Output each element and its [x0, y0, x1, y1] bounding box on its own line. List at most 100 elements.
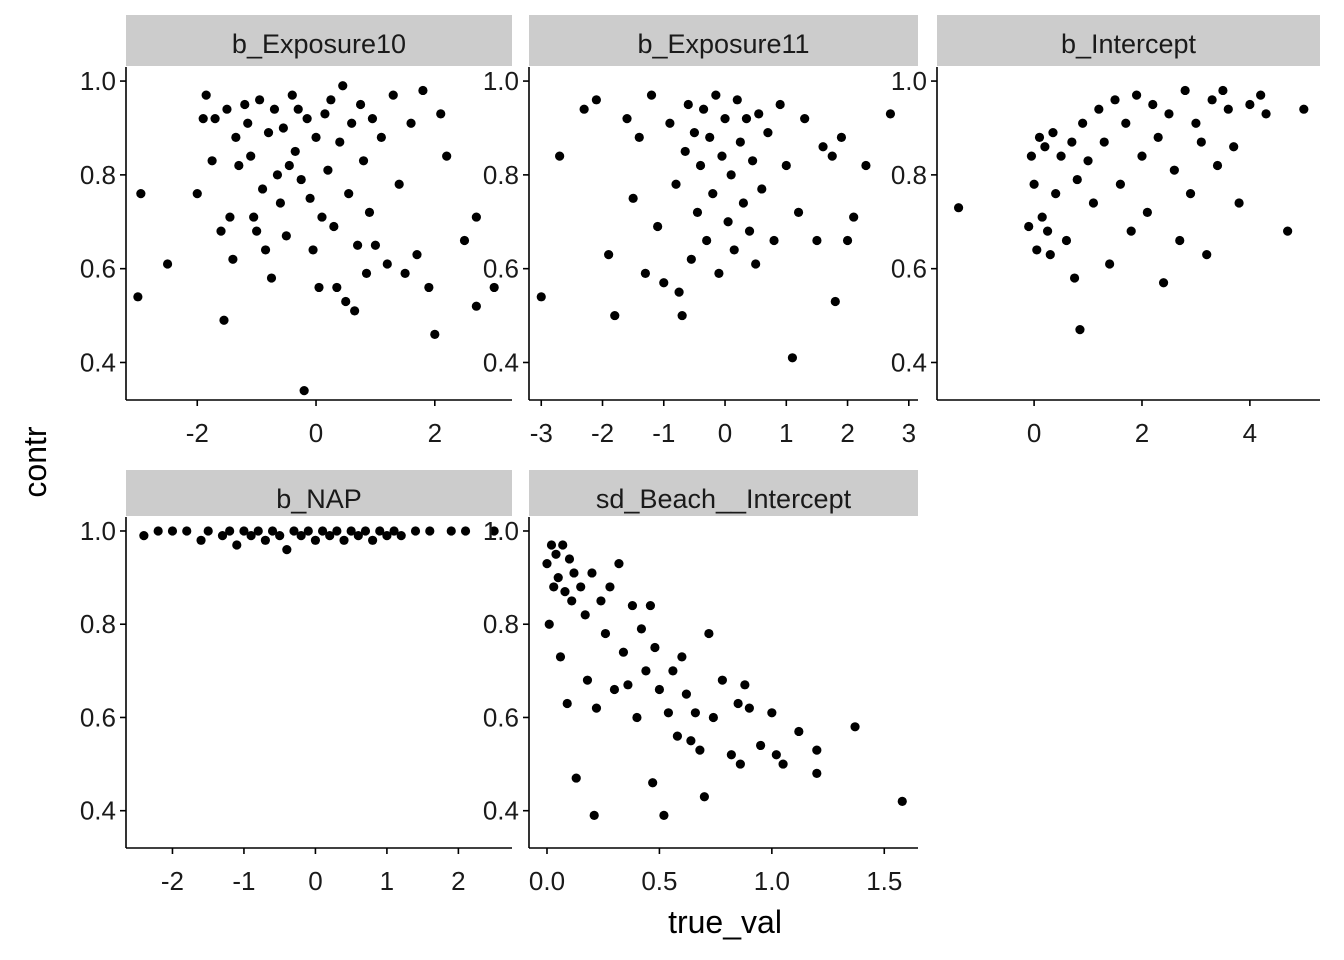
data-point: [654, 684, 665, 695]
x-tick-label: 2: [451, 866, 465, 896]
y-tick-label: 0.8: [80, 160, 116, 190]
data-point: [192, 189, 202, 199]
data-point: [1234, 198, 1244, 208]
data-point: [240, 99, 250, 110]
data-point: [275, 198, 285, 208]
data-point: [560, 586, 570, 597]
data-point: [1169, 165, 1179, 175]
facet-panel: b_NAP 0.4 0.6 0.8 1.0 -2 -1 0 1 2: [80, 470, 512, 896]
data-point: [1026, 151, 1037, 161]
y-tick-label: 0.4: [483, 347, 519, 377]
data-point: [708, 712, 718, 723]
data-point: [430, 329, 440, 339]
data-point: [210, 113, 220, 124]
data-point: [234, 160, 244, 171]
data-point: [775, 99, 785, 110]
data-point: [376, 132, 386, 142]
data-point: [672, 731, 683, 741]
data-point: [702, 235, 712, 246]
data-point: [756, 740, 766, 751]
data-point: [1045, 250, 1055, 260]
data-point: [1212, 160, 1223, 171]
data-point: [677, 652, 687, 662]
data-point: [741, 113, 752, 124]
data-point: [720, 113, 730, 124]
data-point: [196, 535, 206, 545]
data-point: [622, 113, 632, 124]
data-point: [1207, 95, 1217, 105]
data-point: [732, 95, 742, 105]
data-point: [562, 698, 572, 709]
data-point: [634, 132, 644, 142]
data-point: [329, 221, 339, 232]
data-point: [282, 545, 292, 555]
data-point: [571, 773, 581, 783]
facet-strip: [529, 15, 918, 66]
data-point: [1148, 99, 1158, 110]
data-point: [769, 235, 779, 246]
data-point: [648, 778, 658, 788]
data-point: [446, 526, 456, 536]
data-point: [735, 137, 745, 147]
data-point: [489, 282, 499, 293]
data-point: [1299, 104, 1309, 114]
data-point: [201, 90, 211, 100]
data-point: [246, 531, 256, 541]
y-tick-label: 0.6: [80, 254, 116, 284]
data-point: [723, 217, 733, 227]
data-point: [1223, 104, 1233, 114]
data-point: [640, 268, 650, 278]
data-point: [1040, 142, 1050, 152]
data-point: [827, 151, 837, 161]
data-point: [299, 386, 309, 396]
x-tick-label: 0: [1027, 418, 1041, 448]
data-point: [489, 526, 499, 536]
data-point: [136, 189, 146, 199]
data-point: [787, 353, 798, 363]
data-point: [747, 156, 758, 166]
data-point: [249, 212, 259, 222]
data-point: [733, 698, 743, 709]
data-point: [726, 170, 736, 180]
data-point: [346, 526, 356, 536]
data-point: [260, 245, 271, 255]
data-point: [269, 104, 280, 114]
data-point: [332, 526, 342, 536]
data-point: [219, 315, 229, 325]
data-point: [591, 703, 602, 713]
data-point: [361, 268, 372, 278]
facet-strip: [937, 15, 1320, 66]
facet-panel: b_Exposure10 0.4 0.6 0.8 1.0 -2 0 2: [80, 15, 512, 448]
x-tick-label: 2: [1135, 418, 1149, 448]
data-point: [849, 212, 859, 222]
data-point: [812, 745, 822, 755]
data-point: [1202, 250, 1212, 260]
facet-title: b_NAP: [276, 484, 362, 514]
data-point: [589, 810, 599, 820]
data-point: [818, 142, 828, 152]
data-point: [394, 179, 404, 189]
y-tick-label: 1.0: [483, 516, 519, 546]
data-point: [341, 296, 351, 307]
data-point: [296, 174, 306, 185]
x-tick-label: 0: [309, 418, 323, 448]
data-point: [567, 596, 577, 606]
data-point: [412, 250, 422, 260]
data-point: [536, 292, 546, 302]
data-point: [1185, 189, 1196, 199]
data-point: [544, 619, 554, 629]
data-point: [302, 113, 312, 124]
data-point: [1099, 137, 1109, 147]
x-tick-label: 1: [380, 866, 394, 896]
data-point: [1088, 198, 1099, 208]
data-point: [726, 750, 736, 760]
x-tick-label: 2: [840, 418, 854, 448]
data-point: [406, 118, 416, 128]
data-point: [290, 146, 300, 157]
data-point: [842, 235, 853, 246]
data-point: [459, 235, 470, 246]
data-point: [317, 212, 327, 222]
facet-title: b_Exposure11: [637, 29, 809, 59]
data-point: [382, 259, 392, 269]
